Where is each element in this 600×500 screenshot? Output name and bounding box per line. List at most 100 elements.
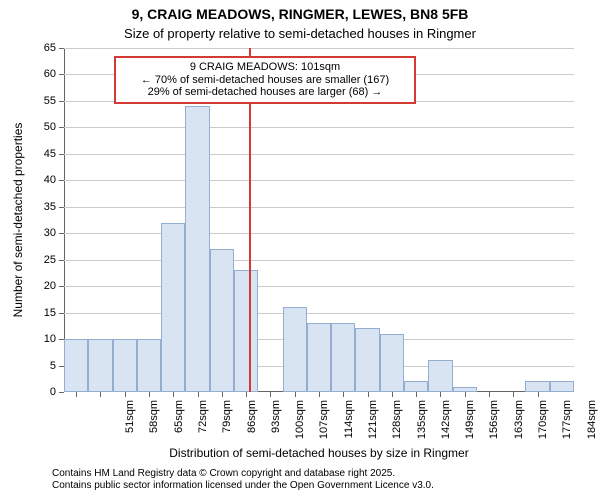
x-tick-label: 65sqm: [173, 400, 185, 450]
grid-line-y: [64, 154, 574, 155]
grid-line-y: [64, 313, 574, 314]
x-tick-mark: [368, 392, 369, 397]
reference-annotation: 9 CRAIG MEADOWS: 101sqm← 70% of semi-det…: [114, 56, 416, 104]
histogram-bar: [113, 339, 137, 392]
x-tick-label: 107sqm: [318, 400, 330, 450]
grid-line-y: [64, 286, 574, 287]
y-tick-mark: [59, 233, 64, 234]
x-tick-mark: [538, 392, 539, 397]
y-tick-label: 25: [34, 254, 56, 266]
histogram-bar: [404, 381, 428, 392]
x-tick-label: 128sqm: [391, 400, 403, 450]
histogram-bar: [428, 360, 452, 392]
y-tick-label: 5: [34, 360, 56, 372]
annotation-line: 9 CRAIG MEADOWS: 101sqm: [122, 61, 408, 74]
y-tick-mark: [59, 180, 64, 181]
x-tick-label: 163sqm: [513, 400, 525, 450]
histogram-bar: [210, 249, 234, 392]
x-tick-label: 58sqm: [148, 400, 160, 450]
chart-footer: Contains HM Land Registry data © Crown c…: [52, 468, 434, 492]
y-tick-label: 60: [34, 68, 56, 80]
x-tick-label: 51sqm: [124, 400, 136, 450]
x-tick-label: 72sqm: [197, 400, 209, 450]
histogram-bar: [137, 339, 161, 392]
y-tick-label: 30: [34, 227, 56, 239]
x-tick-mark: [100, 392, 101, 397]
x-tick-label: 177sqm: [561, 400, 573, 450]
annotation-line: ← 70% of semi-detached houses are smalle…: [122, 74, 408, 87]
grid-line-y: [64, 260, 574, 261]
y-tick-mark: [59, 48, 64, 49]
histogram-bar: [453, 387, 477, 392]
x-tick-mark: [319, 392, 320, 397]
y-tick-mark: [59, 392, 64, 393]
histogram-bar: [64, 339, 88, 392]
x-tick-mark: [149, 392, 150, 397]
y-tick-label: 35: [34, 201, 56, 213]
x-tick-mark: [270, 392, 271, 397]
y-tick-label: 55: [34, 95, 56, 107]
histogram-bar: [161, 223, 185, 392]
histogram-bar: [307, 323, 331, 392]
x-tick-mark: [489, 392, 490, 397]
histogram-bar: [185, 106, 209, 392]
y-tick-label: 10: [34, 333, 56, 345]
x-tick-label: 121sqm: [367, 400, 379, 450]
y-tick-label: 15: [34, 307, 56, 319]
y-axis-label: Number of semi-detached properties: [11, 48, 25, 392]
grid-line-y: [64, 207, 574, 208]
x-tick-mark: [343, 392, 344, 397]
x-tick-mark: [125, 392, 126, 397]
histogram-bar: [283, 307, 307, 392]
histogram-bar: [234, 270, 258, 392]
histogram-bar: [355, 328, 379, 392]
x-tick-mark: [295, 392, 296, 397]
property-size-chart: 9, CRAIG MEADOWS, RINGMER, LEWES, BN8 5F…: [0, 0, 600, 500]
grid-line-y: [64, 180, 574, 181]
y-tick-mark: [59, 260, 64, 261]
x-tick-label: 79sqm: [221, 400, 233, 450]
x-tick-label: 149sqm: [464, 400, 476, 450]
footer-line1: Contains HM Land Registry data © Crown c…: [52, 468, 434, 480]
y-tick-mark: [59, 154, 64, 155]
x-tick-mark: [198, 392, 199, 397]
histogram-bar: [380, 334, 404, 392]
x-tick-mark: [76, 392, 77, 397]
histogram-bar: [525, 381, 549, 392]
x-tick-mark: [173, 392, 174, 397]
x-tick-label: 100sqm: [294, 400, 306, 450]
y-tick-mark: [59, 101, 64, 102]
annotation-line: 29% of semi-detached houses are larger (…: [122, 86, 408, 99]
y-tick-label: 50: [34, 121, 56, 133]
y-tick-mark: [59, 207, 64, 208]
y-tick-label: 65: [34, 42, 56, 54]
x-tick-label: 142sqm: [440, 400, 452, 450]
y-tick-mark: [59, 127, 64, 128]
chart-subtitle: Size of property relative to semi-detach…: [0, 26, 600, 41]
x-tick-label: 86sqm: [246, 400, 258, 450]
histogram-bar: [88, 339, 112, 392]
footer-line2: Contains public sector information licen…: [52, 480, 434, 492]
x-tick-mark: [513, 392, 514, 397]
x-tick-label: 114sqm: [343, 400, 355, 450]
x-tick-label: 170sqm: [537, 400, 549, 450]
x-tick-mark: [392, 392, 393, 397]
y-tick-mark: [59, 74, 64, 75]
grid-line-y: [64, 233, 574, 234]
x-tick-mark: [465, 392, 466, 397]
x-tick-mark: [440, 392, 441, 397]
y-tick-mark: [59, 313, 64, 314]
x-tick-label: 184sqm: [586, 400, 598, 450]
x-tick-label: 93sqm: [270, 400, 282, 450]
y-tick-label: 20: [34, 280, 56, 292]
x-tick-mark: [416, 392, 417, 397]
y-tick-mark: [59, 286, 64, 287]
x-tick-mark: [246, 392, 247, 397]
grid-line-y: [64, 48, 574, 49]
x-tick-label: 135sqm: [416, 400, 428, 450]
histogram-bar: [550, 381, 574, 392]
y-tick-label: 45: [34, 148, 56, 160]
y-tick-label: 0: [34, 386, 56, 398]
histogram-bar: [331, 323, 355, 392]
chart-title-address: 9, CRAIG MEADOWS, RINGMER, LEWES, BN8 5F…: [0, 6, 600, 22]
